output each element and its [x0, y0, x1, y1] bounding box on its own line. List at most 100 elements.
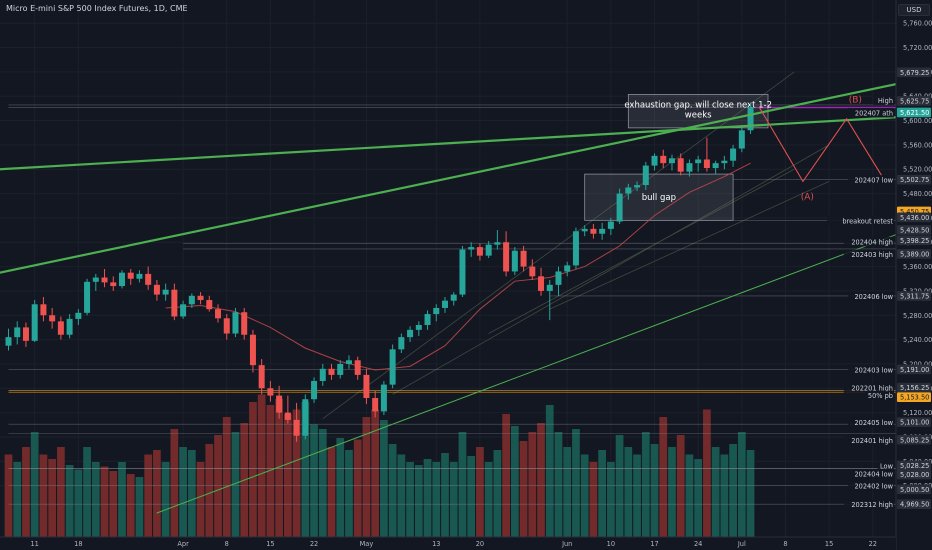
x-tick-label: 18	[74, 540, 82, 548]
price-tag: 5,502.75	[900, 176, 929, 184]
price-tag: 5,679.25	[900, 69, 929, 77]
volume-bar	[554, 432, 563, 537]
price-axis[interactable]: 5,760.005,720.005,680.005,640.005,600.00…	[895, 0, 932, 550]
price-tag: 5,085.25	[900, 436, 929, 444]
candle-body	[529, 266, 536, 277]
price-tag: 5,000.50	[900, 486, 929, 494]
chart-title: Micro E-mini S&P 500 Index Futures, 1D, …	[6, 4, 188, 13]
x-tick-label: May	[360, 540, 374, 548]
candle-body	[407, 329, 414, 338]
faint-line	[488, 168, 795, 334]
candle-body	[302, 399, 309, 436]
volume-bar	[83, 447, 91, 537]
price-tag: 5,428.50	[900, 226, 929, 234]
volume-bar	[144, 454, 153, 537]
volume-bar	[170, 429, 179, 537]
projection-path[interactable]: (B) (A)	[758, 95, 882, 203]
level-label: 202407 ath	[855, 109, 893, 117]
candle-body	[476, 247, 483, 256]
price-tag: 5,625.75	[900, 97, 929, 105]
price-tag-bg	[897, 235, 931, 246]
volume-bar	[179, 447, 187, 537]
candle-body	[520, 250, 527, 267]
faint-line	[392, 144, 830, 395]
candle-body	[14, 327, 21, 338]
candle-body	[5, 337, 12, 346]
level-label-bg	[848, 417, 894, 428]
volume-bar	[572, 429, 580, 537]
volume-bar	[519, 441, 528, 537]
level-label: Low	[880, 462, 894, 470]
trendlines[interactable]	[0, 75, 932, 514]
price-tag-bg	[897, 392, 931, 403]
annotation-text: bull gap	[642, 193, 676, 203]
volume-bar	[633, 454, 641, 537]
volume-bar	[336, 438, 345, 537]
candle-body	[267, 388, 274, 396]
candle-body	[625, 187, 632, 194]
price-tag: 5,028.25	[900, 462, 929, 470]
volume-bar	[711, 447, 720, 537]
candle-body	[31, 304, 38, 341]
volume-bar	[510, 426, 519, 537]
x-tick-label: 8	[783, 540, 787, 548]
price-tag-bg	[897, 174, 931, 185]
time-axis[interactable]: 11 18 Apr 8 15 22 May 13 20 Jun 10 17 24 Jul 8 15 22	[0, 536, 896, 550]
volume-bar	[668, 447, 676, 537]
candle-body	[162, 289, 169, 295]
price-tag-bg	[897, 225, 931, 235]
volume-bar	[607, 462, 615, 537]
candle-body	[66, 318, 73, 335]
candle-body	[101, 277, 108, 283]
candle-body	[118, 272, 125, 287]
level-label-bg	[843, 383, 894, 393]
volume-bar	[4, 454, 13, 537]
volume-bar	[362, 417, 371, 537]
annotation-line: weeks	[685, 110, 712, 120]
level-label: 50% pb	[868, 392, 893, 400]
level-label-bg	[843, 249, 894, 259]
y-tick-label: 5,280.00	[903, 312, 932, 320]
candle-body	[712, 163, 719, 169]
candle-body	[363, 374, 370, 399]
candles	[5, 102, 754, 442]
volume-bar	[537, 423, 545, 537]
x-tick-label: 24	[694, 540, 702, 548]
level-label-bg	[843, 499, 894, 510]
level-label-bg	[877, 460, 894, 471]
volume-bar	[13, 462, 22, 537]
currency-button[interactable]: USD	[898, 4, 930, 16]
candle-body	[354, 360, 361, 375]
candle-body	[555, 271, 562, 285]
candle-body	[660, 155, 667, 164]
candle-body	[293, 419, 300, 436]
volume-bar	[257, 394, 266, 537]
level-label-bg	[848, 364, 894, 375]
annotation-text: exhaustion gap. will close next 1-2 weeks	[624, 100, 772, 120]
candle-body	[511, 250, 518, 272]
candle-body	[92, 277, 99, 282]
price-tag-bg	[897, 96, 931, 106]
level-label: 202405 low	[854, 419, 893, 427]
volume-bar	[659, 417, 668, 537]
x-tick-label: Jun	[561, 540, 572, 548]
volume-bar	[432, 462, 441, 537]
candle-body	[389, 349, 396, 385]
candle-body	[49, 315, 56, 322]
candle-body	[345, 360, 352, 364]
candle-body	[215, 309, 222, 319]
level-label: breakout retest	[842, 217, 893, 225]
x-tick-label: 13	[432, 540, 440, 548]
volume-bar	[449, 462, 458, 537]
candle-body	[695, 159, 702, 164]
candle-body	[607, 221, 614, 229]
volume-bar	[275, 399, 283, 537]
annotation-box	[627, 93, 769, 129]
wave-label: (A)	[801, 193, 814, 203]
level-label-bg	[843, 435, 894, 445]
price-tag-bg	[897, 382, 931, 393]
candle-body	[232, 312, 239, 334]
candle-body	[206, 300, 213, 310]
level-label: 202201 high	[851, 385, 893, 393]
